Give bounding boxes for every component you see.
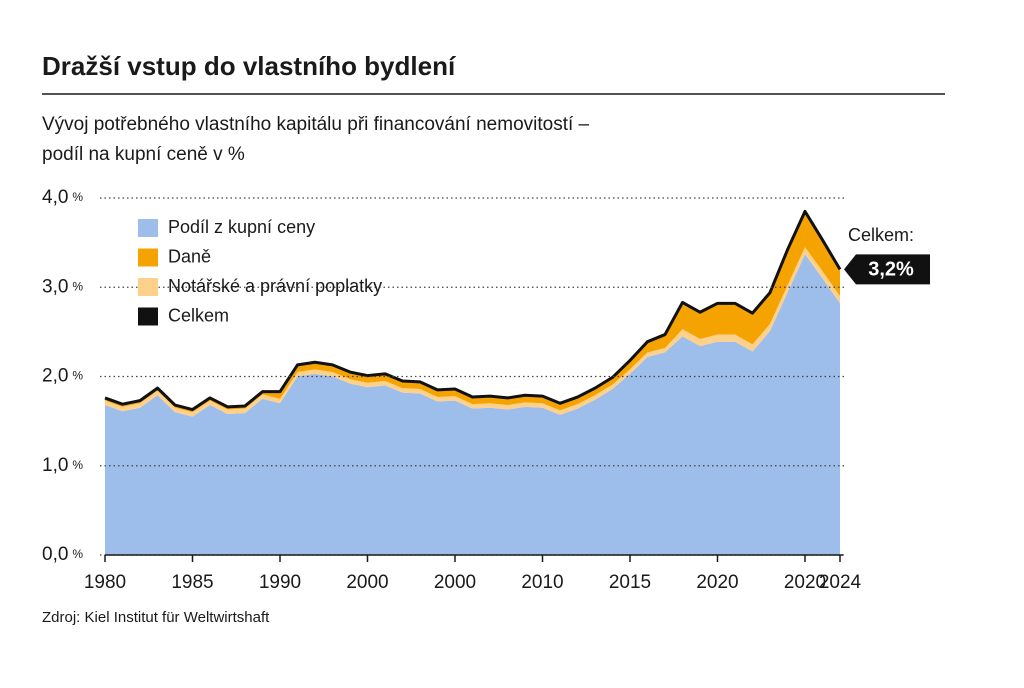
y-tick-unit: % [72, 369, 83, 383]
chart-title: Dražší vstup do vlastního bydlení [42, 51, 456, 81]
legend-label: Notářské a právní poplatky [168, 276, 382, 296]
x-tick-label: 2020 [784, 572, 826, 593]
y-tick-value: 1,0 [42, 455, 68, 476]
x-tick-label: 2000 [434, 572, 476, 593]
subtitle: Vývoj potřebného vlastního kapitálu při … [42, 114, 590, 135]
annotation-label: 3,2% [868, 259, 914, 281]
x-tick-label: 2024 [819, 572, 862, 593]
x-tick-label: 2000 [346, 572, 388, 593]
x-tick-label: 2015 [609, 572, 651, 593]
y-tick-unit: % [72, 547, 83, 561]
y-tick-unit: % [72, 279, 83, 293]
subtitle: podíl na kupní ceně v % [42, 144, 245, 165]
legend-label: Podíl z kupní ceny [168, 217, 315, 237]
y-tick-label: 4,0% [42, 187, 83, 208]
legend-swatch [138, 307, 158, 326]
area [105, 211, 840, 413]
y-tick-value: 0,0 [42, 544, 68, 565]
y-tick-label: 3,0% [42, 276, 83, 297]
total-line [104, 209, 842, 412]
annotation-text: Celkem: [848, 225, 914, 245]
x-tick-label: 1980 [84, 572, 126, 593]
y-tick-value: 4,0 [42, 187, 68, 208]
legend-swatch [138, 219, 158, 237]
legend-swatch [138, 248, 158, 267]
x-tick-label: 1985 [171, 572, 213, 593]
y-tick-label: 0,0% [42, 544, 83, 565]
y-tick-unit: % [72, 458, 83, 472]
x-tick-label: 2010 [521, 572, 563, 593]
y-tick-value: 3,0 [42, 276, 68, 297]
legend-label: Daně [168, 246, 211, 266]
y-tick-value: 2,0 [42, 366, 68, 387]
x-tick-label: 2020 [696, 572, 738, 593]
y-tick-unit: % [72, 190, 83, 204]
source: Zdroj: Kiel Institut für Weltwirtshaft [42, 609, 270, 626]
y-tick-label: 1,0% [42, 455, 83, 476]
area [105, 254, 840, 556]
legend-swatch [138, 278, 158, 296]
annotation-box [844, 254, 930, 285]
y-tick-label: 2,0% [42, 366, 83, 387]
legend-label: Celkem [168, 305, 229, 325]
x-tick-label: 1990 [259, 572, 301, 593]
